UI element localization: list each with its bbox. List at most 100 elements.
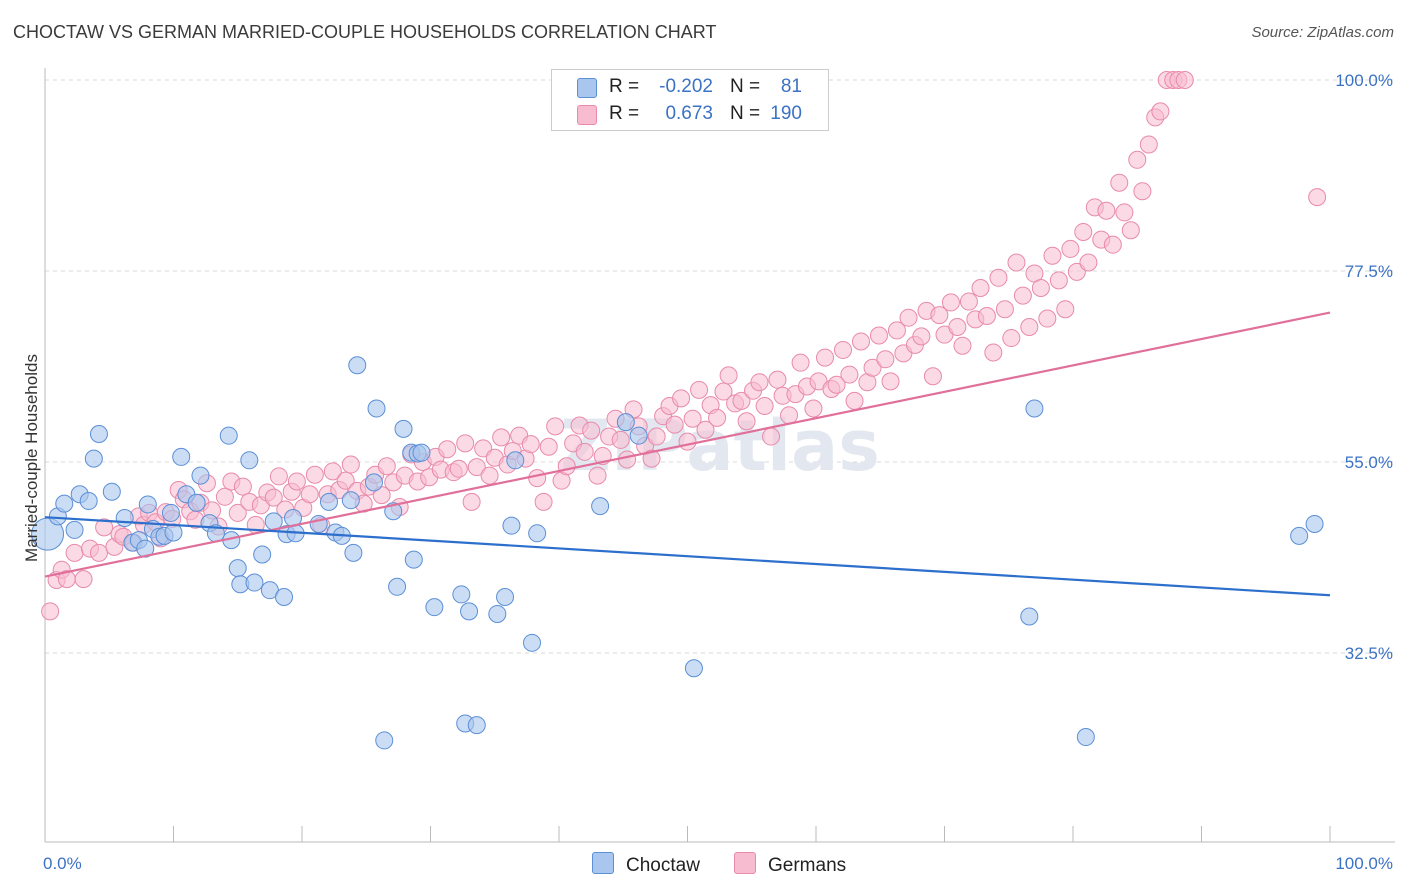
axes <box>44 68 1395 843</box>
germans-point <box>1079 253 1098 272</box>
germans-point <box>95 518 114 537</box>
choctaw-point <box>467 716 486 735</box>
x-tick-label: 0.0% <box>43 854 82 873</box>
germans-point <box>869 326 888 345</box>
germans-point <box>1151 102 1170 121</box>
germans-point <box>1133 182 1152 201</box>
germans-point <box>1038 309 1057 328</box>
germans-point <box>665 415 684 434</box>
choctaw-point <box>616 413 635 432</box>
choctaw-point <box>1025 399 1044 418</box>
legend-label-choctaw: Choctaw <box>626 855 700 876</box>
germans-point <box>300 485 319 504</box>
choctaw-point <box>240 451 259 470</box>
choctaw-point <box>79 492 98 511</box>
choctaw-point <box>65 520 84 539</box>
germans-point <box>534 492 553 511</box>
choctaw-point <box>319 492 338 511</box>
trend-lines <box>44 311 1331 597</box>
legend-n-label: N = <box>730 76 761 97</box>
legend-item-choctaw[interactable]: Choctaw <box>592 852 700 877</box>
y-tick-label: 55.0% <box>1345 453 1393 472</box>
y-tick-label: 77.5% <box>1345 262 1393 281</box>
choctaw-point <box>219 426 238 445</box>
germans-point <box>65 543 84 562</box>
choctaw-point <box>341 491 360 510</box>
choctaw-point <box>528 524 547 543</box>
germans-point <box>647 427 666 446</box>
germans-point <box>827 375 846 394</box>
legend-r-label: R = <box>609 103 640 124</box>
germans-point <box>233 477 252 496</box>
germans-point <box>1049 271 1068 290</box>
choctaw-point <box>309 514 328 533</box>
germans-point <box>863 358 882 377</box>
germans-point <box>546 417 565 436</box>
germans-point <box>467 458 486 477</box>
germans-point <box>1139 135 1158 154</box>
choctaw-point <box>161 503 180 522</box>
germans-point <box>582 421 601 440</box>
germans-point <box>833 340 852 359</box>
germans-point <box>1103 235 1122 254</box>
germans-point <box>768 370 787 389</box>
germans-point <box>672 389 691 408</box>
germans-point <box>1002 329 1021 348</box>
germans-point <box>449 459 468 478</box>
germans-point <box>74 570 93 589</box>
y-tick-label: 32.5% <box>1345 644 1393 663</box>
correlation-legend: R = -0.202 N = 81 R = 0.673 N = 190 <box>551 69 829 131</box>
germans-point <box>977 306 996 325</box>
germans-point <box>984 343 1003 362</box>
choctaw-point <box>138 495 157 514</box>
choctaw-point <box>488 604 507 623</box>
germans-point <box>1128 150 1147 169</box>
choctaw-point <box>1305 514 1324 533</box>
germans-point <box>912 327 931 346</box>
choctaw-point <box>253 545 272 564</box>
germans-point <box>539 437 558 456</box>
germans-point <box>480 466 499 485</box>
choctaw-point <box>502 516 521 535</box>
germans-point <box>1061 239 1080 258</box>
legend-r-value: -0.202 <box>659 76 713 97</box>
chart-title: CHOCTAW VS GERMAN MARRIED-COUPLE HOUSEHO… <box>13 22 717 42</box>
germans-point <box>881 372 900 391</box>
germans-point <box>941 293 960 312</box>
choctaw-point <box>364 473 383 492</box>
legend-item-germans[interactable]: Germans <box>734 852 846 877</box>
tick-labels: 32.5% 55.0% 77.5% 100.0% 0.0% 100.0% <box>43 71 1393 873</box>
choctaw-point <box>164 523 183 542</box>
choctaw-point <box>684 659 703 678</box>
germans-point <box>750 373 769 392</box>
choctaw-point <box>506 451 525 470</box>
germans-point <box>438 440 457 459</box>
choctaw-point <box>1020 607 1039 626</box>
germans-point <box>557 457 576 476</box>
grid <box>45 79 1395 654</box>
choctaw-point <box>102 482 121 501</box>
choctaw-point <box>115 509 134 528</box>
choctaw-point <box>344 543 363 562</box>
choctaw-point <box>172 447 191 466</box>
choctaw-point <box>394 419 413 438</box>
germans-point <box>462 492 481 511</box>
choctaw-point <box>275 587 294 606</box>
germans-point <box>588 466 607 485</box>
germans-point <box>1007 253 1026 272</box>
germans-point <box>1175 71 1194 89</box>
germans-point <box>708 408 727 427</box>
choctaw-point <box>55 494 74 513</box>
legend-n-value: 190 <box>770 103 802 124</box>
choctaw-point <box>591 497 610 516</box>
germans-point <box>804 399 823 418</box>
germans-point <box>456 434 475 453</box>
germans-point <box>948 318 967 337</box>
choctaw-point <box>84 449 103 468</box>
choctaw-point <box>496 587 515 606</box>
germans-point <box>840 365 859 384</box>
germans-point <box>228 503 247 522</box>
germans-point <box>264 488 283 507</box>
choctaw-point <box>523 633 542 652</box>
germans-point <box>215 487 234 506</box>
